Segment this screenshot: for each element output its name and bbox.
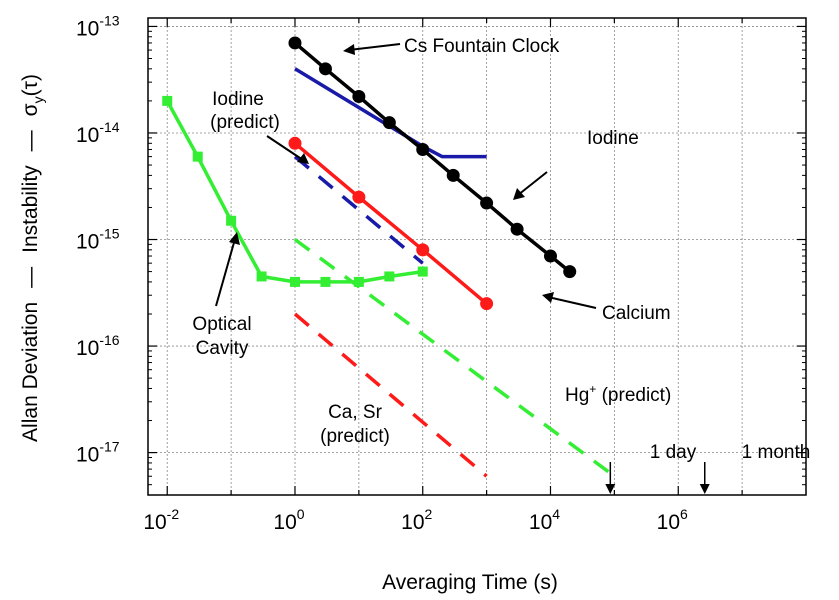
x-tick-label: 10-2: [143, 506, 179, 534]
data-point: [318, 62, 332, 76]
arrow-iodine: [517, 171, 548, 196]
x-tick-label: 102: [401, 506, 432, 534]
data-point: [543, 249, 557, 263]
data-point: [289, 276, 300, 287]
data-point: [384, 271, 395, 282]
series-line: [294, 67, 487, 159]
annotation-iodine-predict-line2: (predict): [210, 112, 280, 133]
data-point: [417, 266, 428, 277]
time-marker-arrowhead: [699, 484, 710, 494]
series-line: [293, 155, 424, 265]
y-tick-label: 10-15: [76, 226, 120, 254]
series-line: [293, 312, 488, 478]
time-markers: [605, 462, 710, 494]
data-point: [256, 271, 267, 282]
series-cs-fountain-clock: [288, 36, 577, 279]
series-line: [293, 238, 616, 478]
data-point: [192, 151, 203, 162]
annotation-hg-predict: Hg+ (predict): [565, 382, 671, 406]
arrowhead-calcium: [542, 292, 554, 303]
series-calcium: [288, 136, 494, 311]
data-point: [510, 222, 524, 236]
series-iodine: [294, 67, 487, 159]
arrowhead-cs: [343, 44, 355, 55]
series-ca-sr-predict: [293, 312, 488, 478]
series-line: [293, 141, 488, 306]
annotation-ca-sr-line2: (predict): [320, 426, 390, 447]
data-point: [382, 116, 396, 130]
data-point: [353, 276, 364, 287]
x-tick-label: 100: [273, 506, 304, 534]
arrowhead-iodine-predict: [297, 153, 309, 164]
arrow-iodine-predict: [266, 135, 304, 161]
axis-ticks: 10-2 100 102 104 106 10-17 10-16 10-15 10-14 10-1…: [76, 12, 806, 534]
annotation-ca-sr-line1: Ca, Sr: [328, 402, 383, 423]
plot-background: [148, 18, 806, 495]
data-point: [480, 196, 494, 210]
arrowhead-optical-cavity: [229, 232, 240, 245]
data-point: [226, 215, 237, 226]
data-point: [352, 89, 366, 103]
annotations: Cs Fountain Clock Iodine Iodine (predict…: [192, 36, 810, 463]
annotation-iodine: Iodine: [587, 128, 639, 149]
annotation-one-month: 1 month: [742, 442, 811, 463]
data-point: [320, 276, 331, 287]
arrow-calcium: [547, 296, 597, 309]
annotation-calcium: Calcium: [602, 303, 671, 324]
series-optical-cavity: [162, 95, 428, 287]
time-marker-arrowhead: [605, 484, 616, 494]
annotation-optical-cavity-line1: Optical: [192, 314, 251, 335]
arrow-optical-cavity: [215, 238, 236, 307]
y-axis-label: Allan Deviation—Instability—σy(τ): [19, 74, 46, 442]
annotation-iodine-predict-line1: Iodine: [212, 89, 264, 110]
grid-lines: [148, 18, 806, 495]
series-line: [293, 41, 571, 273]
y-tick-label: 10-13: [76, 12, 120, 40]
x-tick-label: 104: [529, 506, 560, 534]
data-point: [563, 265, 577, 279]
y-tick-label: 10-16: [76, 332, 120, 360]
data-point: [416, 243, 430, 257]
y-tick-label: 10-17: [76, 439, 120, 467]
arrowhead-iodine: [513, 188, 525, 200]
annotation-one-day: 1 day: [650, 442, 697, 463]
annotation-optical-cavity-line2: Cavity: [196, 338, 249, 359]
data-point: [352, 190, 366, 204]
series-iodine-predict: [293, 155, 424, 265]
data-point: [288, 136, 302, 150]
y-tick-label: 10-14: [76, 119, 120, 147]
x-tick-label: 106: [657, 506, 688, 534]
data-point: [288, 36, 302, 50]
annotation-cs-fountain-clock: Cs Fountain Clock: [404, 36, 560, 57]
data-point: [446, 168, 460, 182]
data-point: [480, 297, 494, 311]
data-point: [416, 142, 430, 156]
arrow-cs: [348, 43, 401, 51]
series-layer: [162, 36, 616, 478]
series-hg-predict: [293, 238, 616, 478]
x-axis-label: Averaging Time (s): [382, 571, 558, 594]
data-point: [162, 95, 173, 106]
